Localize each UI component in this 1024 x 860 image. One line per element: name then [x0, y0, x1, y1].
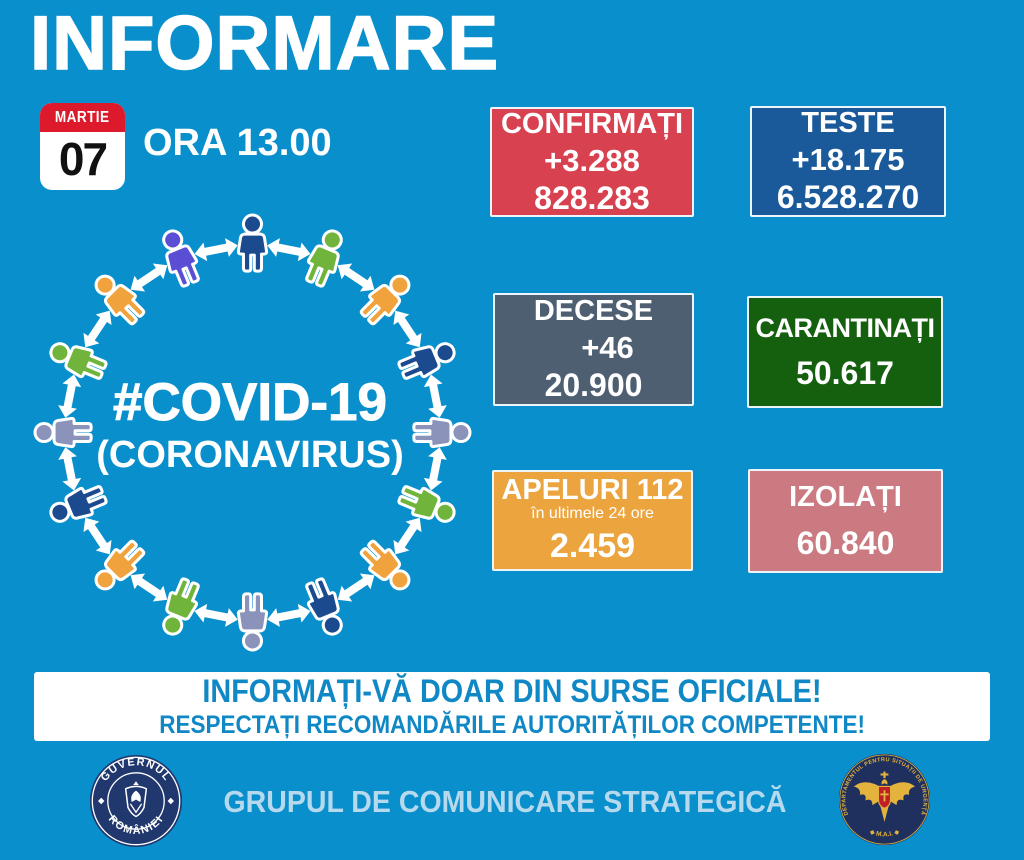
covid-hashtag: #COVID-19 — [113, 373, 388, 432]
guvernul-romaniei-seal: GUVERNUL ROMÂNIEI — [89, 754, 183, 848]
double-arrow-icon — [58, 447, 82, 491]
confirmed-delta: +3.288 — [544, 142, 640, 178]
double-arrow-icon — [83, 517, 112, 555]
person-icon — [162, 577, 200, 636]
deaths-delta: +46 — [581, 330, 634, 366]
stat-card-calls-112: APELURI 112 în ultimele 24 ore 2.459 — [492, 470, 693, 571]
isolated-total: 60.840 — [796, 524, 895, 561]
double-arrow-icon — [58, 374, 82, 418]
person-icon — [94, 274, 146, 326]
stat-card-tests: TESTE +18.175 6.528.270 — [750, 106, 946, 217]
diamond-ornament-left — [98, 797, 105, 805]
deaths-total: 20.900 — [544, 367, 643, 404]
official-sources-banner: INFORMAȚI-VĂ DOAR DIN SURSE OFICIALE! RE… — [34, 672, 990, 741]
person-icon — [162, 229, 200, 288]
person-icon — [397, 485, 456, 523]
confirmed-label: CONFIRMAȚI — [500, 107, 684, 140]
dsu-eagle-icon — [853, 771, 916, 822]
dsu-mai-seal: DEPARTAMENTUL PENTRU SITUAȚII DE URGENȚĂ… — [838, 753, 931, 846]
person-icon — [397, 342, 456, 380]
tests-label: TESTE — [801, 107, 895, 140]
isolated-label: IZOLAȚI — [789, 480, 902, 513]
double-arrow-icon — [423, 374, 447, 418]
person-icon — [359, 274, 411, 326]
calls-sublabel: în ultimele 24 ore — [531, 505, 654, 523]
people-circle-graphic — [33, 213, 472, 652]
page-title: INFORMARE — [29, 0, 500, 87]
person-icon — [305, 577, 343, 636]
person-icon — [236, 592, 269, 652]
person-icon — [94, 539, 146, 591]
double-arrow-icon — [423, 447, 447, 491]
confirmed-total: 828.283 — [534, 179, 650, 216]
footer-strategic-communication: GRUPUL DE COMUNICARE STRATEGICĂ — [223, 784, 787, 819]
deaths-label: DECESE — [533, 295, 654, 328]
calls-label: APELURI 112 — [501, 473, 684, 506]
coronavirus-subtitle: (CORONAVIRUS) — [96, 434, 404, 476]
diamond-ornament-right — [167, 797, 174, 805]
person-icon — [305, 229, 343, 288]
person-icon — [236, 213, 269, 273]
double-arrow-icon — [83, 310, 112, 348]
double-arrow-icon — [194, 603, 238, 627]
quarantined-total: 50.617 — [796, 355, 894, 391]
double-arrow-icon — [267, 238, 311, 262]
stat-card-quarantined: CARANTINAȚI 50.617 — [747, 296, 943, 408]
banner-line-2: RESPECTAȚI RECOMANDĂRILE AUTORITĂȚILOR C… — [159, 711, 865, 739]
person-icon — [412, 416, 472, 449]
double-arrow-icon — [130, 263, 168, 292]
double-arrow-icon — [337, 573, 375, 602]
person-icon — [359, 539, 411, 591]
double-arrow-icon — [393, 517, 422, 555]
double-arrow-icon — [393, 310, 422, 348]
report-time: ORA 13.00 — [143, 122, 332, 164]
covid-circle-title: #COVID-19 (CORONAVIRUS) — [90, 373, 410, 476]
calendar-day: 07 — [58, 133, 108, 185]
tests-delta: +18.175 — [791, 142, 905, 178]
banner-line-1: INFORMAȚI-VĂ DOAR DIN SURSE OFICIALE! — [202, 673, 822, 709]
double-arrow-icon — [130, 573, 168, 602]
person-icon — [49, 342, 108, 380]
stat-card-confirmed: CONFIRMAȚI +3.288 828.283 — [490, 107, 694, 217]
person-icon — [33, 416, 93, 449]
calendar-month: MARTIE — [40, 103, 125, 132]
stat-card-deaths: DECESE +46 20.900 — [493, 293, 694, 406]
person-icon — [49, 485, 108, 523]
quarantined-label: CARANTINAȚI — [755, 312, 935, 343]
calls-total: 2.459 — [549, 526, 636, 565]
double-arrow-icon — [337, 263, 375, 292]
calendar-date-icon: MARTIE 07 — [40, 103, 125, 190]
double-arrow-icon — [194, 238, 238, 262]
svg-text:◆ M.A.I. ◆: ◆ M.A.I. ◆ — [869, 828, 901, 838]
stat-card-isolated: IZOLAȚI 60.840 — [748, 469, 943, 573]
tests-total: 6.528.270 — [776, 179, 920, 216]
double-arrow-icon — [267, 603, 311, 627]
eagle-emblem-icon — [124, 781, 148, 818]
